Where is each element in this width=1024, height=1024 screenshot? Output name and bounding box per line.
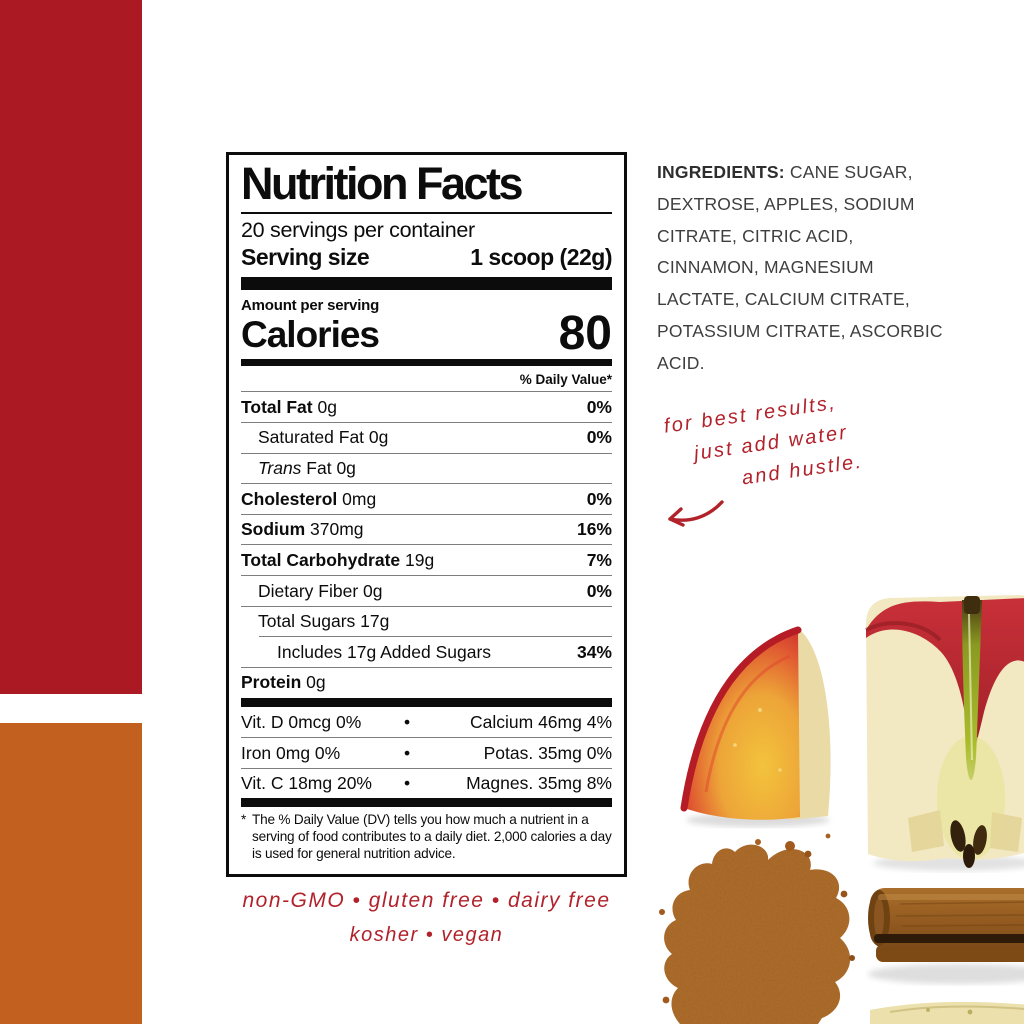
daily-value-header: % Daily Value* (519, 372, 612, 388)
medium-divider-bar (241, 359, 612, 367)
nutrition-facts-title: Nutrition Facts (241, 160, 612, 214)
nutrition-facts-panel: Nutrition Facts 20 servings per containe… (226, 152, 627, 877)
apple-wedge-photo (680, 626, 831, 820)
nutrient-row-saturated-fat: Saturated Fat 0g 0% (241, 421, 612, 453)
cinnamon-powder-pile-photo (659, 833, 855, 1024)
nutrient-row-added-sugars: Includes 17g Added Sugars 34% (241, 636, 612, 667)
ingredients-list: INGREDIENTS: CANE SUGAR, DEXTROSE, APPLE… (657, 162, 943, 373)
calories-row: Calories 80 (241, 306, 612, 360)
serving-size-row: Serving size 1 scoop (22g) (241, 243, 612, 276)
daily-value-footnote: * The % Daily Value (DV) tells you how m… (241, 812, 612, 861)
serving-size-value: 1 scoop (22g) (470, 243, 612, 270)
nutrient-row-total-fat: Total Fat 0g 0% (241, 391, 612, 422)
nutrient-rows: Total Fat 0g 0% Saturated Fat 0g 0% Tran… (241, 391, 612, 697)
calories-value: 80 (558, 306, 612, 360)
handdrawn-arrow-icon (668, 500, 724, 527)
thick-divider-bar (241, 697, 612, 707)
nutrient-row-sodium: Sodium 370mg 16% (241, 513, 612, 545)
thick-divider-bar (241, 276, 612, 290)
diet-badges: non-GMO • gluten free • dairy free koshe… (226, 886, 627, 950)
bullet-separator: • (404, 742, 411, 763)
nutrient-row-total-sugars: Total Sugars 17g (241, 605, 612, 637)
servings-per-container: 20 servings per container (241, 217, 475, 242)
cinnamon-sticks-photo (868, 888, 1024, 962)
sticks-shadow (868, 964, 1024, 984)
vitamin-row-1: Vit. D 0mcg 0% • Calcium 46mg 4% (241, 712, 612, 732)
vitamin-row-2: Iron 0mg 0% • Potas. 35mg 0% (241, 737, 612, 768)
dried-apple-chip-photo (870, 1001, 1024, 1024)
diet-badges-line2: kosher • vegan (349, 924, 504, 946)
brand-color-block-red (0, 0, 142, 694)
serving-size-label: Serving size (241, 243, 370, 270)
nutrient-row-cholesterol: Cholesterol 0mg 0% (241, 483, 612, 514)
nutrient-row-total-carbohydrate: Total Carbohydrate 19g 7% (241, 544, 612, 575)
bullet-separator: • (404, 712, 411, 732)
brand-color-block-orange (0, 723, 142, 1024)
handwritten-note: for best results, just add water and hus… (662, 391, 865, 490)
bullet-separator: • (404, 773, 411, 794)
product-photo-collage (659, 595, 1024, 1024)
diet-badges-line1: non-GMO • gluten free • dairy free (242, 889, 611, 912)
nutrient-row-trans-fat: Trans Fat 0g (241, 452, 612, 484)
ingredients-label: INGREDIENTS: (657, 162, 785, 182)
nutrient-row-dietary-fiber: Dietary Fiber 0g 0% (241, 575, 612, 606)
calories-label: Calories (241, 314, 380, 356)
apple-half-cross-section-photo (865, 595, 1024, 868)
vitamin-rows: Vit. D 0mcg 0% • Calcium 46mg 4% Iron 0m… (241, 707, 612, 799)
thick-divider-bar (241, 798, 612, 808)
amount-per-serving-label: Amount per serving (241, 296, 380, 314)
nutrient-row-protein: Protein 0g (241, 666, 612, 698)
vitamin-row-3: Vit. C 18mg 20% • Magnes. 35mg 8% (241, 767, 612, 799)
